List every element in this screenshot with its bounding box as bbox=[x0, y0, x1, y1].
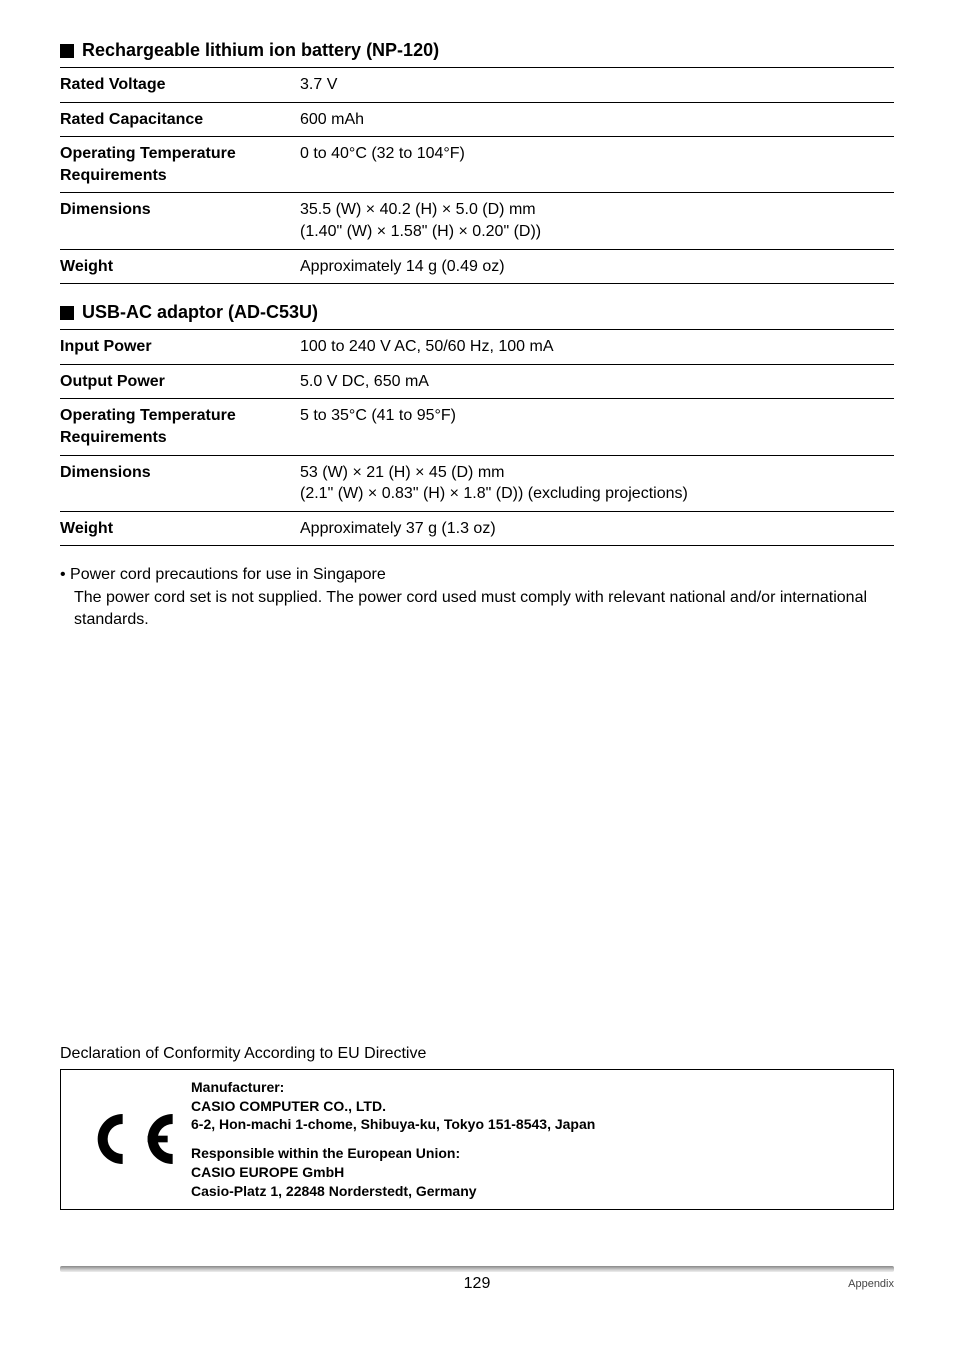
table-row: Operating Temperature Requirements 0 to … bbox=[60, 137, 894, 193]
square-bullet-icon bbox=[60, 44, 74, 58]
declaration-text: Manufacturer: CASIO COMPUTER CO., LTD. 6… bbox=[191, 1078, 595, 1201]
decl-line: Responsible within the European Union: bbox=[191, 1144, 595, 1163]
decl-line: Manufacturer: bbox=[191, 1078, 595, 1097]
declaration-title: Declaration of Conformity According to E… bbox=[60, 1045, 894, 1063]
decl-line: 6-2, Hon-machi 1-chome, Shibuya-ku, Toky… bbox=[191, 1115, 595, 1134]
table-row: Weight Approximately 37 g (1.3 oz) bbox=[60, 511, 894, 546]
page-footer: 129 Appendix bbox=[60, 1266, 894, 1290]
spec-label: Dimensions bbox=[60, 193, 300, 249]
spec-value: 5 to 35°C (41 to 95°F) bbox=[300, 399, 894, 455]
table-row: Dimensions 35.5 (W) × 40.2 (H) × 5.0 (D)… bbox=[60, 193, 894, 249]
decl-line: CASIO COMPUTER CO., LTD. bbox=[191, 1097, 595, 1116]
adaptor-heading: USB-AC adaptor (AD-C53U) bbox=[60, 302, 894, 323]
battery-spec-table: Rated Voltage 3.7 V Rated Capacitance 60… bbox=[60, 67, 894, 284]
square-bullet-icon bbox=[60, 306, 74, 320]
spec-label: Output Power bbox=[60, 364, 300, 399]
spec-label: Dimensions bbox=[60, 455, 300, 511]
table-row: Input Power 100 to 240 V AC, 50/60 Hz, 1… bbox=[60, 330, 894, 365]
spec-label: Rated Capacitance bbox=[60, 102, 300, 137]
spec-value: Approximately 14 g (0.49 oz) bbox=[300, 249, 894, 284]
spec-label: Weight bbox=[60, 511, 300, 546]
battery-heading-text: Rechargeable lithium ion battery (NP-120… bbox=[82, 40, 439, 61]
spec-label: Rated Voltage bbox=[60, 68, 300, 103]
spec-value: 35.5 (W) × 40.2 (H) × 5.0 (D) mm (1.40" … bbox=[300, 193, 894, 249]
table-row: Rated Voltage 3.7 V bbox=[60, 68, 894, 103]
table-row: Rated Capacitance 600 mAh bbox=[60, 102, 894, 137]
table-row: Dimensions 53 (W) × 21 (H) × 45 (D) mm (… bbox=[60, 455, 894, 511]
ce-mark-icon bbox=[71, 1104, 191, 1174]
spec-label: Operating Temperature Requirements bbox=[60, 399, 300, 455]
spec-label: Weight bbox=[60, 249, 300, 284]
spec-value: 100 to 240 V AC, 50/60 Hz, 100 mA bbox=[300, 330, 894, 365]
power-cord-note: • Power cord precautions for use in Sing… bbox=[60, 564, 894, 631]
spec-value: 3.7 V bbox=[300, 68, 894, 103]
decl-line: Casio-Platz 1, 22848 Norderstedt, German… bbox=[191, 1182, 595, 1201]
spec-label: Input Power bbox=[60, 330, 300, 365]
spec-label: Operating Temperature Requirements bbox=[60, 137, 300, 193]
spec-value: 5.0 V DC, 650 mA bbox=[300, 364, 894, 399]
spec-value: Approximately 37 g (1.3 oz) bbox=[300, 511, 894, 546]
spec-value: 53 (W) × 21 (H) × 45 (D) mm (2.1" (W) × … bbox=[300, 455, 894, 511]
adaptor-spec-table: Input Power 100 to 240 V AC, 50/60 Hz, 1… bbox=[60, 329, 894, 546]
footer-rule bbox=[60, 1266, 894, 1272]
spec-value: 600 mAh bbox=[300, 102, 894, 137]
table-row: Output Power 5.0 V DC, 650 mA bbox=[60, 364, 894, 399]
table-row: Operating Temperature Requirements 5 to … bbox=[60, 399, 894, 455]
footer-section-label: Appendix bbox=[848, 1278, 894, 1290]
page-number: 129 bbox=[464, 1275, 491, 1293]
declaration-box: Manufacturer: CASIO COMPUTER CO., LTD. 6… bbox=[60, 1069, 894, 1210]
decl-line: CASIO EUROPE GmbH bbox=[191, 1163, 595, 1182]
table-row: Weight Approximately 14 g (0.49 oz) bbox=[60, 249, 894, 284]
declaration-block: Declaration of Conformity According to E… bbox=[60, 1045, 894, 1210]
battery-heading: Rechargeable lithium ion battery (NP-120… bbox=[60, 40, 894, 61]
spec-value: 0 to 40°C (32 to 104°F) bbox=[300, 137, 894, 193]
adaptor-heading-text: USB-AC adaptor (AD-C53U) bbox=[82, 302, 318, 323]
